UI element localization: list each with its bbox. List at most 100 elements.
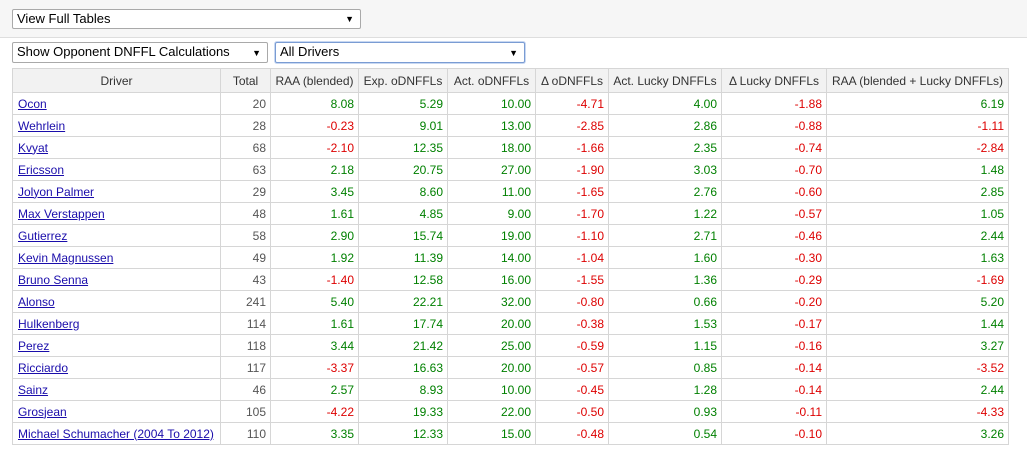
column-header-driver[interactable]: Driver [12,68,221,93]
cell-delta-lucky-dnffls: -0.10 [721,422,827,445]
cell-delta-odnffls: -1.70 [535,202,609,225]
column-header-raa-blended[interactable]: RAA (blended) [270,68,359,93]
cell-raa-blended-lucky: -3.52 [826,356,1009,379]
cell-raa-blended: 3.35 [270,422,359,445]
driver-link[interactable]: Sainz [18,382,49,397]
cell-raa-blended: 2.90 [270,224,359,247]
cell-delta-odnffls: -2.85 [535,114,609,137]
cell-act-odnffls: 13.00 [447,114,536,137]
table-row: Max Verstappen 48 1.61 4.85 9.00 -1.70 1.22 -0.… [12,202,1009,225]
driver-link[interactable]: Jolyon Palmer [18,184,95,199]
column-header-delta-lucky-dnffls[interactable]: Δ Lucky DNFFLs [721,68,827,93]
driver-link[interactable]: Michael Schumacher (2004 To 2012) [18,426,214,441]
cell-raa-blended-lucky: 2.85 [826,180,1009,203]
table-row: Kevin Magnussen 49 1.92 11.39 14.00 -1.04 1.60… [12,246,1009,269]
cell-total: 118 [220,334,271,357]
cell-act-odnffls: 19.00 [447,224,536,247]
cell-driver: Ericsson [12,158,221,181]
cell-act-odnffls: 22.00 [447,400,536,423]
cell-act-lucky-dnffls: 2.71 [608,224,722,247]
cell-raa-blended-lucky: -1.69 [826,268,1009,291]
cell-raa-blended-lucky: 2.44 [826,224,1009,247]
driver-link[interactable]: Gutierrez [18,228,68,243]
cell-total: 114 [220,312,271,335]
cell-act-lucky-dnffls: 1.60 [608,246,722,269]
column-header-raa-blended-lucky[interactable]: RAA (blended + Lucky DNFFLs) [826,68,1009,93]
cell-exp-odnffls: 8.60 [358,180,448,203]
cell-total: 105 [220,400,271,423]
cell-act-lucky-dnffls: 1.28 [608,378,722,401]
driver-link[interactable]: Perez [18,338,50,353]
cell-act-odnffls: 10.00 [447,378,536,401]
table-row: Jolyon Palmer 29 3.45 8.60 11.00 -1.65 2.76 -0.… [12,180,1009,203]
cell-exp-odnffls: 12.33 [358,422,448,445]
driver-link[interactable]: Hulkenberg [18,316,80,331]
driver-link[interactable]: Grosjean [18,404,67,419]
cell-raa-blended: 2.18 [270,158,359,181]
table-row: Perez 118 3.44 21.42 25.00 -0.59 1.15 -0.16 3.27 [12,334,1009,357]
calculations-select-value: Show Opponent DNFFL Calculations [17,44,230,59]
cell-act-lucky-dnffls: 2.86 [608,114,722,137]
driver-filter-select[interactable]: All Drivers ▼ [275,42,525,63]
cell-total: 29 [220,180,271,203]
driver-link[interactable]: Max Verstappen [18,206,105,221]
cell-exp-odnffls: 5.29 [358,92,448,115]
cell-raa-blended: 1.61 [270,202,359,225]
cell-delta-lucky-dnffls: -0.74 [721,136,827,159]
cell-delta-odnffls: -0.59 [535,334,609,357]
cell-delta-lucky-dnffls: -0.16 [721,334,827,357]
table-row: Ricciardo 117 -3.37 16.63 20.00 -0.57 0.85 -0.1… [12,356,1009,379]
column-header-exp-odnffls[interactable]: Exp. oDNFFLs [358,68,448,93]
cell-raa-blended: 8.08 [270,92,359,115]
table-row: Grosjean 105 -4.22 19.33 22.00 -0.50 0.93 -0.11… [12,400,1009,423]
cell-raa-blended: 1.61 [270,312,359,335]
table-row: Ocon 20 8.08 5.29 10.00 -4.71 4.00 -1.88 6.19 [12,92,1009,115]
driver-link[interactable]: Ricciardo [18,360,69,375]
cell-delta-lucky-dnffls: -0.11 [721,400,827,423]
column-header-total[interactable]: Total [220,68,271,93]
table-row: Hulkenberg 114 1.61 17.74 20.00 -0.38 1.53 -0.1… [12,312,1009,335]
driver-link[interactable]: Alonso [18,294,55,309]
cell-driver: Ocon [12,92,221,115]
table-row: Gutierrez 58 2.90 15.74 19.00 -1.10 2.71 -0.46 2… [12,224,1009,247]
cell-raa-blended-lucky: 1.48 [826,158,1009,181]
cell-act-lucky-dnffls: 1.36 [608,268,722,291]
cell-exp-odnffls: 15.74 [358,224,448,247]
driver-filter-select-value: All Drivers [280,44,340,59]
cell-act-odnffls: 11.00 [447,180,536,203]
view-tables-select[interactable]: View Full Tables ▼ [12,9,361,29]
driver-link[interactable]: Bruno Senna [18,272,89,287]
cell-delta-lucky-dnffls: -0.57 [721,202,827,225]
cell-raa-blended: 1.92 [270,246,359,269]
cell-total: 20 [220,92,271,115]
cell-total: 117 [220,356,271,379]
cell-exp-odnffls: 16.63 [358,356,448,379]
cell-total: 68 [220,136,271,159]
table-row: Michael Schumacher (2004 To 2012) 110 3.35… [12,422,1009,445]
driver-link[interactable]: Kvyat [18,140,49,155]
cell-delta-odnffls: -0.45 [535,378,609,401]
driver-link[interactable]: Kevin Magnussen [18,250,114,265]
driver-link[interactable]: Ericsson [18,162,65,177]
table-row: Alonso 241 5.40 22.21 32.00 -0.80 0.66 -0.20 5.2… [12,290,1009,313]
driver-link[interactable]: Ocon [18,96,47,111]
view-tables-select-value: View Full Tables [17,11,111,26]
cell-exp-odnffls: 11.39 [358,246,448,269]
calculations-select[interactable]: Show Opponent DNFFL Calculations ▼ [12,42,268,63]
column-header-act-lucky-dnffls[interactable]: Act. Lucky DNFFLs [608,68,722,93]
cell-delta-odnffls: -1.04 [535,246,609,269]
driver-link[interactable]: Wehrlein [18,118,66,133]
cell-delta-lucky-dnffls: -0.30 [721,246,827,269]
cell-act-lucky-dnffls: 2.35 [608,136,722,159]
cell-delta-lucky-dnffls: -0.20 [721,290,827,313]
cell-act-odnffls: 10.00 [447,92,536,115]
column-header-act-odnffls[interactable]: Act. oDNFFLs [447,68,536,93]
cell-delta-lucky-dnffls: -0.29 [721,268,827,291]
cell-raa-blended: 2.57 [270,378,359,401]
table-row: Ericsson 63 2.18 20.75 27.00 -1.90 3.03 -0.70 1.… [12,158,1009,181]
cell-driver: Bruno Senna [12,268,221,291]
cell-driver: Perez [12,334,221,357]
cell-total: 110 [220,422,271,445]
column-header-delta-odnffls[interactable]: Δ oDNFFLs [535,68,609,93]
table-row: Sainz 46 2.57 8.93 10.00 -0.45 1.28 -0.14 2.44 [12,378,1009,401]
